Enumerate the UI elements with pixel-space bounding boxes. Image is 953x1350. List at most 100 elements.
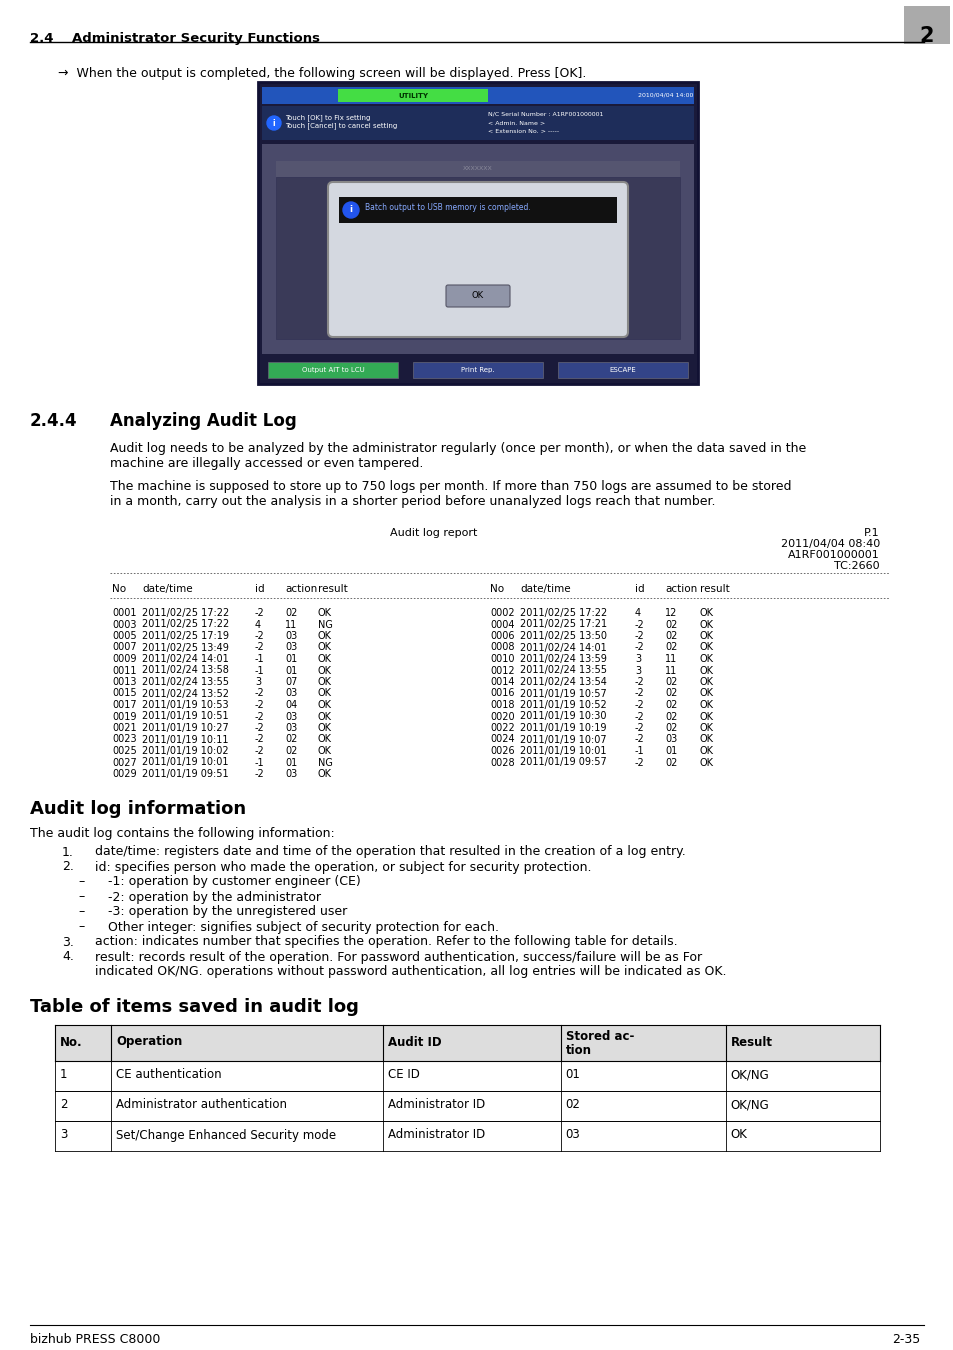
Text: Table of items saved in audit log: Table of items saved in audit log [30,999,358,1017]
Bar [338,197,617,223]
Text: Audit log needs to be analyzed by the administrator regularly (once per month), : Audit log needs to be analyzed by the ad… [110,441,805,455]
Text: Audit log report: Audit log report [390,528,476,539]
Text: Result: Result [730,1035,772,1049]
Text: 3: 3 [635,666,640,675]
Text: 0029: 0029 [112,769,136,779]
Text: Operation: Operation [116,1035,182,1049]
Text: id: specifies person who made the operation, or subject for security protection.: id: specifies person who made the operat… [95,860,591,873]
Text: 0011: 0011 [112,666,136,675]
Text: 02: 02 [664,688,677,698]
Text: 11: 11 [285,620,297,629]
Text: 01: 01 [664,747,677,756]
Text: 0013: 0013 [112,676,136,687]
Text: -2: -2 [254,608,265,618]
Text: 02: 02 [664,643,677,652]
Text: –: – [78,906,84,918]
Text: 1: 1 [60,1068,68,1081]
Bar [268,362,397,378]
Text: id: id [254,585,264,594]
Text: OK: OK [317,643,332,652]
Text: 03: 03 [285,688,297,698]
Text: 0005: 0005 [112,630,136,641]
Text: i: i [273,119,275,127]
Text: OK: OK [700,734,713,744]
Text: NG: NG [317,620,333,629]
Text: OK: OK [700,747,713,756]
Text: OK: OK [700,643,713,652]
Text: 2011/01/19 10:01: 2011/01/19 10:01 [519,747,606,756]
Bar [257,82,698,383]
Text: N/C Serial Number : A1RF001000001: N/C Serial Number : A1RF001000001 [488,112,602,117]
Text: date/time: date/time [142,585,193,594]
Text: 0009: 0009 [112,653,136,664]
Text: -2: -2 [635,676,644,687]
Text: OK: OK [472,292,483,301]
Text: 01: 01 [285,757,297,768]
Text: -1: -1 [254,666,264,675]
Text: P.1: P.1 [863,528,879,539]
Text: Administrator ID: Administrator ID [388,1099,485,1111]
Text: -1: -1 [254,757,264,768]
Text: 2011/02/24 13:55: 2011/02/24 13:55 [142,676,229,687]
Text: OK: OK [317,666,332,675]
Text: < Admin. Name >: < Admin. Name > [488,122,544,126]
Text: 2011/01/19 10:53: 2011/01/19 10:53 [142,701,229,710]
Text: 03: 03 [285,724,297,733]
Text: OK: OK [700,630,713,641]
Text: NG: NG [317,757,333,768]
Text: -2: -2 [635,643,644,652]
Text: 2011/02/25 17:22: 2011/02/25 17:22 [142,608,229,618]
Text: 2.4    Administrator Security Functions: 2.4 Administrator Security Functions [30,32,319,45]
Text: ESCAPE: ESCAPE [609,367,636,373]
Text: action: action [664,585,697,594]
Text: Audit ID: Audit ID [388,1035,441,1049]
Bar [262,86,693,104]
Text: id: id [635,585,644,594]
Text: -2: -2 [635,711,644,721]
Text: 2011/02/24 13:59: 2011/02/24 13:59 [519,653,606,664]
Text: OK: OK [700,757,713,768]
Text: 2010/04/04 14:00: 2010/04/04 14:00 [638,93,693,97]
Text: OK: OK [317,711,332,721]
Text: 03: 03 [664,734,677,744]
Bar [337,89,488,103]
Text: 2011/01/19 10:01: 2011/01/19 10:01 [142,757,229,768]
FancyBboxPatch shape [446,285,510,306]
Bar [413,362,542,378]
Text: date/time: registers date and time of the operation that resulted in the creatio: date/time: registers date and time of th… [95,845,685,859]
Text: –: – [78,921,84,933]
Text: No: No [112,585,126,594]
Text: 2011/01/19 10:30: 2011/01/19 10:30 [519,711,606,721]
Text: OK: OK [317,769,332,779]
Text: 03: 03 [285,643,297,652]
Text: The audit log contains the following information:: The audit log contains the following inf… [30,826,335,840]
Text: 02: 02 [664,620,677,629]
Text: 2.4.4: 2.4.4 [30,412,77,431]
Text: OK: OK [317,653,332,664]
Text: 0008: 0008 [490,643,514,652]
Text: in a month, carry out the analysis in a shorter period before unanalyzed logs re: in a month, carry out the analysis in a … [110,495,715,508]
Text: action: indicates number that specifies the operation. Refer to the following ta: action: indicates number that specifies … [95,936,677,949]
Text: 0003: 0003 [112,620,136,629]
Text: 2011/01/19 10:19: 2011/01/19 10:19 [519,724,606,733]
Text: 0001: 0001 [112,608,136,618]
Text: result: result [317,585,348,594]
Text: result: result [700,585,729,594]
Text: OK: OK [700,666,713,675]
Text: 2011/01/19 10:07: 2011/01/19 10:07 [519,734,606,744]
Text: 2.: 2. [62,860,73,873]
Text: 0014: 0014 [490,676,514,687]
Text: tion: tion [565,1044,591,1057]
Text: 0018: 0018 [490,701,514,710]
Text: -2: -2 [635,734,644,744]
Text: 02: 02 [664,724,677,733]
Text: 2011/01/19 10:27: 2011/01/19 10:27 [142,724,229,733]
Text: machine are illegally accessed or even tampered.: machine are illegally accessed or even t… [110,458,423,470]
Bar [275,177,679,339]
Text: 0020: 0020 [490,711,514,721]
FancyBboxPatch shape [328,182,627,338]
Text: 3: 3 [635,653,640,664]
Text: 0012: 0012 [490,666,514,675]
Text: 0007: 0007 [112,643,136,652]
Text: 0019: 0019 [112,711,136,721]
